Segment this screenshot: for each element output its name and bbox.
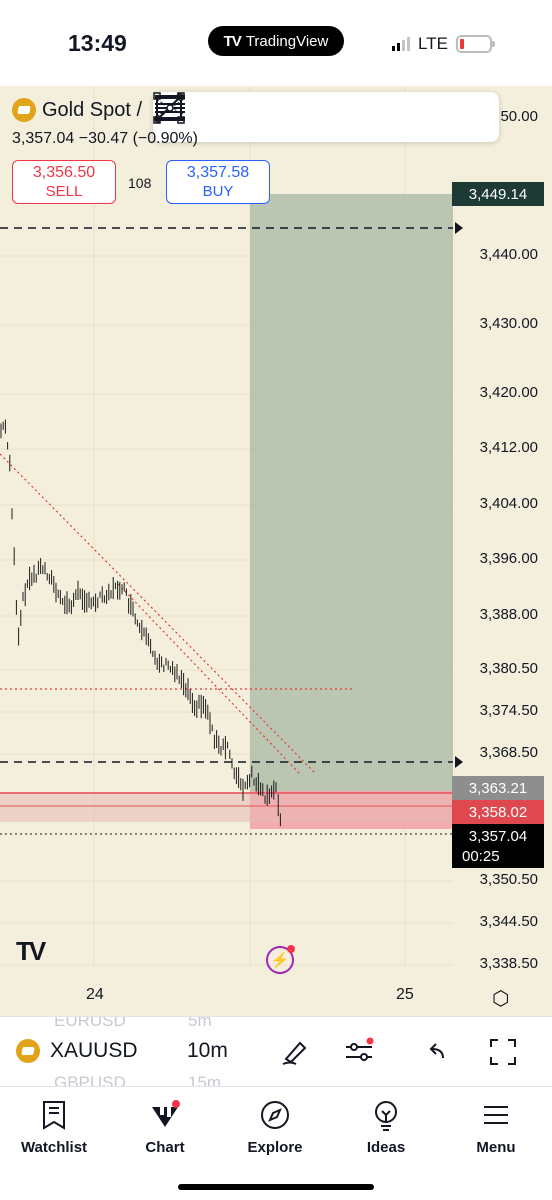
- sell-price: 3,356.50: [32, 164, 96, 181]
- sell-button[interactable]: 3,356.50 SELL: [12, 160, 116, 204]
- chart-pane[interactable]: ⋮⋮⋮⋮ Gold Spot / 3,357.04 −30.47 (−0.90%…: [0, 86, 552, 1016]
- time-axis-label: 25: [396, 986, 414, 1003]
- gold-bars-icon: [12, 98, 36, 122]
- symbol-label: XAUUSD: [50, 1039, 138, 1062]
- chart-toolbar: EURUSD 5m GBPUSD 15m XAUUSD 10m: [0, 1016, 552, 1086]
- ghost-symbol: EURUSD: [54, 1016, 126, 1030]
- lightbulb-icon: [336, 1097, 436, 1133]
- chart-icon: [115, 1097, 215, 1133]
- price-axis-label: 3,368.50: [479, 744, 538, 761]
- watchlist-icon: [4, 1097, 104, 1133]
- ghost-symbol: GBPUSD: [54, 1073, 126, 1086]
- nav-explore[interactable]: Explore: [225, 1097, 325, 1156]
- settings-hex-icon[interactable]: ⬡: [492, 988, 510, 1010]
- buy-price: 3,357.58: [186, 164, 250, 181]
- drawing-toolbar: ⋮⋮⋮⋮: [153, 92, 499, 142]
- position-band: [0, 792, 453, 822]
- pen-icon[interactable]: [278, 1035, 312, 1069]
- compass-icon: [225, 1097, 325, 1133]
- hamburger-icon: [446, 1097, 546, 1133]
- fib-retracement-icon[interactable]: [155, 97, 333, 134]
- stop-price-tag: 3,358.02: [452, 800, 544, 824]
- entry-price-tag: 3,363.21: [452, 776, 544, 800]
- buy-label: BUY: [202, 183, 234, 200]
- nav-label: Menu: [476, 1139, 516, 1156]
- undo-icon[interactable]: [420, 1035, 454, 1069]
- buy-button[interactable]: 3,357.58 BUY: [166, 160, 270, 204]
- price-axis-label: 3,380.50: [479, 660, 538, 677]
- nav-chart[interactable]: Chart: [115, 1097, 215, 1156]
- nav-ideas[interactable]: Ideas: [336, 1097, 436, 1156]
- time-axis-label: 24: [86, 986, 104, 1003]
- nav-label: Watchlist: [20, 1139, 88, 1156]
- spread-value: 108: [128, 175, 152, 191]
- parallel-lines-icon[interactable]: [155, 95, 495, 134]
- entry-marker-icon: [455, 756, 463, 768]
- bottom-nav: Watchlist Chart Explore Ideas Menu: [0, 1086, 552, 1200]
- nav-label: Chart: [145, 1139, 185, 1156]
- price-axis-label: 3,350.50: [479, 871, 538, 888]
- signal-icon: [392, 37, 410, 51]
- bar-countdown: 00:25: [452, 844, 544, 868]
- tradingview-logo-icon: TV: [223, 32, 242, 50]
- indicators-icon[interactable]: [342, 1035, 376, 1069]
- nav-menu[interactable]: Menu: [446, 1097, 546, 1156]
- nav-label: Explore: [247, 1139, 303, 1156]
- sell-label: SELL: [45, 183, 83, 200]
- nav-watchlist[interactable]: Watchlist: [4, 1097, 104, 1156]
- target-price-tag: 3,449.14: [452, 182, 544, 206]
- ghost-timeframe: 5m: [188, 1016, 212, 1030]
- trend-line-2: [117, 583, 301, 775]
- price-change-pct: (−0.90%): [132, 130, 198, 147]
- fullscreen-icon[interactable]: [486, 1035, 520, 1069]
- app-pill[interactable]: TV TradingView: [208, 26, 344, 56]
- price-axis-label: 3,440.00: [479, 246, 538, 263]
- price-axis-label: 3,338.50: [479, 955, 538, 972]
- trend-line-icon[interactable]: [154, 93, 279, 134]
- target-marker-icon: [455, 222, 463, 234]
- price-axis-label: 3,412.00: [479, 439, 538, 456]
- target-zone: [250, 194, 453, 791]
- last-price: 3,357.04: [12, 130, 75, 147]
- rectangle-icon[interactable]: [153, 92, 225, 134]
- ghost-timeframe: 15m: [188, 1073, 222, 1086]
- price-axis-label: 3,404.00: [479, 495, 538, 512]
- symbol-selector[interactable]: XAUUSD: [16, 1039, 138, 1063]
- gold-bars-icon: [16, 1039, 40, 1063]
- status-right: LTE: [392, 34, 495, 54]
- price-axis-label: 3,430.00: [479, 315, 538, 332]
- symbol-name: Gold Spot /: [42, 98, 143, 121]
- price-axis-label: 3,374.50: [479, 702, 538, 719]
- price-axis-label: 3,388.00: [479, 606, 538, 623]
- lightning-icon[interactable]: ⚡: [266, 945, 295, 974]
- nav-label: Ideas: [366, 1139, 406, 1156]
- tradingview-watermark-icon: TV: [16, 936, 46, 966]
- app-pill-label: TradingView: [245, 32, 329, 50]
- network-label: LTE: [418, 34, 448, 53]
- timeframe-selector[interactable]: 10m: [187, 1039, 228, 1062]
- price-axis-label: 3,420.00: [479, 384, 538, 401]
- symbol-header[interactable]: Gold Spot /: [12, 98, 142, 122]
- price-axis-label-partial: 50.00: [500, 108, 538, 125]
- home-indicator: [178, 1184, 374, 1190]
- clock: 13:49: [68, 30, 127, 56]
- price-change: −30.47: [78, 130, 129, 147]
- status-bar: 13:49 TV TradingView LTE: [0, 0, 552, 86]
- price-axis-label: 3,396.00: [479, 550, 538, 567]
- battery-icon: [455, 35, 495, 53]
- price-chart[interactable]: [0, 86, 552, 1016]
- fib-extension-icon[interactable]: [155, 97, 387, 134]
- horizontal-line-icon[interactable]: [155, 100, 441, 134]
- quote-line: 3,357.04 −30.47 (−0.90%): [12, 130, 198, 148]
- price-axis-label: 3,344.50: [479, 913, 538, 930]
